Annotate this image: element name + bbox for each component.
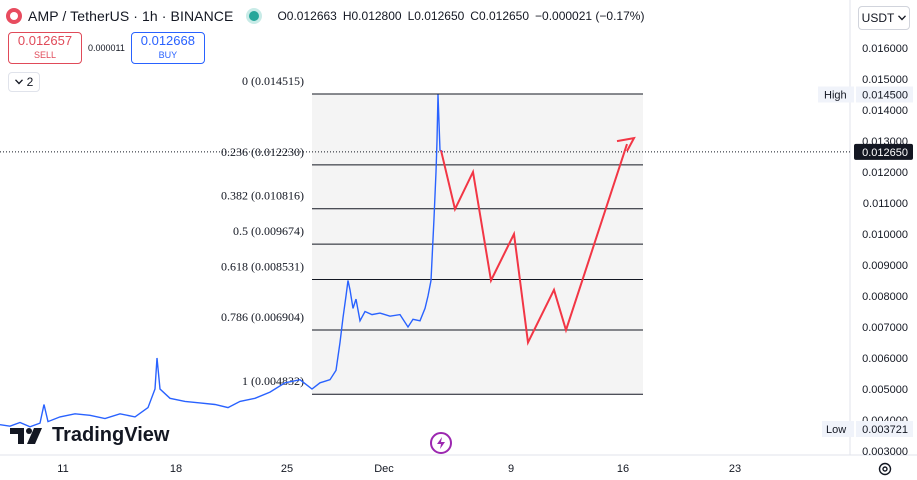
trade-panel: 0.012657 SELL 0.000011 0.012668 BUY [8, 32, 205, 64]
price-axis-tick: 0.010000 [862, 229, 908, 241]
high-label: High [824, 90, 847, 102]
time-axis-tick: 25 [281, 463, 293, 475]
low-value: 0.003721 [862, 424, 908, 436]
lightning-icon[interactable] [430, 432, 452, 454]
low-value-bg [856, 421, 913, 437]
time-axis-tick: 16 [617, 463, 629, 475]
fib-level-label: 1 (0.004832) [242, 374, 304, 388]
chevron-down-icon [898, 15, 907, 21]
price-axis-tick: 0.012000 [862, 167, 908, 179]
price-axis-tick: 0.014000 [862, 105, 908, 117]
indicators-count: 2 [26, 75, 34, 89]
projection-arrow-head [616, 136, 636, 152]
projection-path [440, 143, 628, 346]
amp-coin-icon [6, 8, 22, 24]
symbol-header: AMP / TetherUS · 1h · BINANCE O0.012663 … [6, 6, 644, 26]
high-tag-bg [818, 86, 854, 103]
currency-select[interactable]: USDT [858, 6, 910, 30]
sell-label: SELL [33, 50, 57, 60]
price-axis-tick: 0.003000 [862, 446, 908, 458]
market-open-indicator [249, 11, 260, 21]
tradingview-logo[interactable]: TradingView [10, 424, 169, 447]
fib-level-label: 0.618 (0.008531) [221, 260, 304, 274]
low-tag-bg [822, 421, 854, 437]
low-label: Low [826, 424, 846, 436]
chevron-down-icon [14, 79, 23, 85]
high-value: 0.014500 [862, 90, 908, 102]
change-value: −0.000021 (−0.17%) [535, 9, 645, 23]
current-price-value: 0.012650 [862, 147, 908, 159]
price-axis-tick: 0.016000 [862, 43, 908, 55]
sell-price: 0.012657 [17, 33, 73, 48]
close-value: C0.012650 [470, 9, 530, 23]
ohlc-readout: O0.012663 H0.012800 L0.012650 C0.012650 … [277, 9, 644, 23]
spread-value: 0.000011 [88, 43, 125, 53]
symbol-title[interactable]: AMP / TetherUS · 1h · BINANCE [28, 8, 234, 24]
price-axis-tick: 0.015000 [862, 74, 908, 86]
high-value: H0.012800 [342, 9, 402, 23]
fib-level-label: 0.382 (0.010816) [221, 189, 304, 203]
current-price-tag-bg [854, 143, 913, 160]
fib-level-label: 0.5 (0.009674) [233, 224, 304, 238]
currency-value: USDT [861, 11, 895, 25]
time-axis-tick: 23 [729, 463, 741, 475]
fib-level-label: 0.786 (0.006904) [221, 310, 304, 324]
time-axis-tick: 11 [57, 463, 68, 475]
price-axis-tick: 0.005000 [862, 384, 908, 396]
brand-name: TradingView [52, 424, 170, 446]
time-axis-tick: 9 [508, 463, 514, 475]
fib-level-label: 0 (0.014515) [242, 74, 304, 88]
sell-button[interactable]: 0.012657 SELL [8, 32, 82, 64]
price-axis-tick: 0.011000 [863, 198, 908, 210]
lightning-glyph [437, 437, 445, 449]
high-value-bg [856, 86, 913, 103]
price-axis-tick: 0.007000 [862, 322, 908, 334]
price-axis-tick: 0.009000 [862, 260, 908, 272]
time-axis-tick: Dec [374, 463, 394, 475]
fib-level-label: 0.236 (0.012230) [221, 145, 304, 159]
price-axis-tick: 0.008000 [862, 291, 908, 303]
indicators-toggle-button[interactable]: 2 [8, 72, 40, 92]
low-value: L0.012650 [407, 9, 465, 23]
buy-label: BUY [158, 50, 178, 60]
open-value: O0.012663 [277, 9, 337, 23]
buy-price: 0.012668 [140, 33, 195, 48]
tradingview-mark-icon [10, 427, 42, 444]
price-axis-tick: 0.006000 [862, 353, 908, 365]
time-axis-tick: 18 [170, 463, 182, 475]
price-series-line [0, 94, 444, 428]
buy-button[interactable]: 0.012668 BUY [130, 32, 205, 64]
gear-icon[interactable] [877, 461, 893, 477]
